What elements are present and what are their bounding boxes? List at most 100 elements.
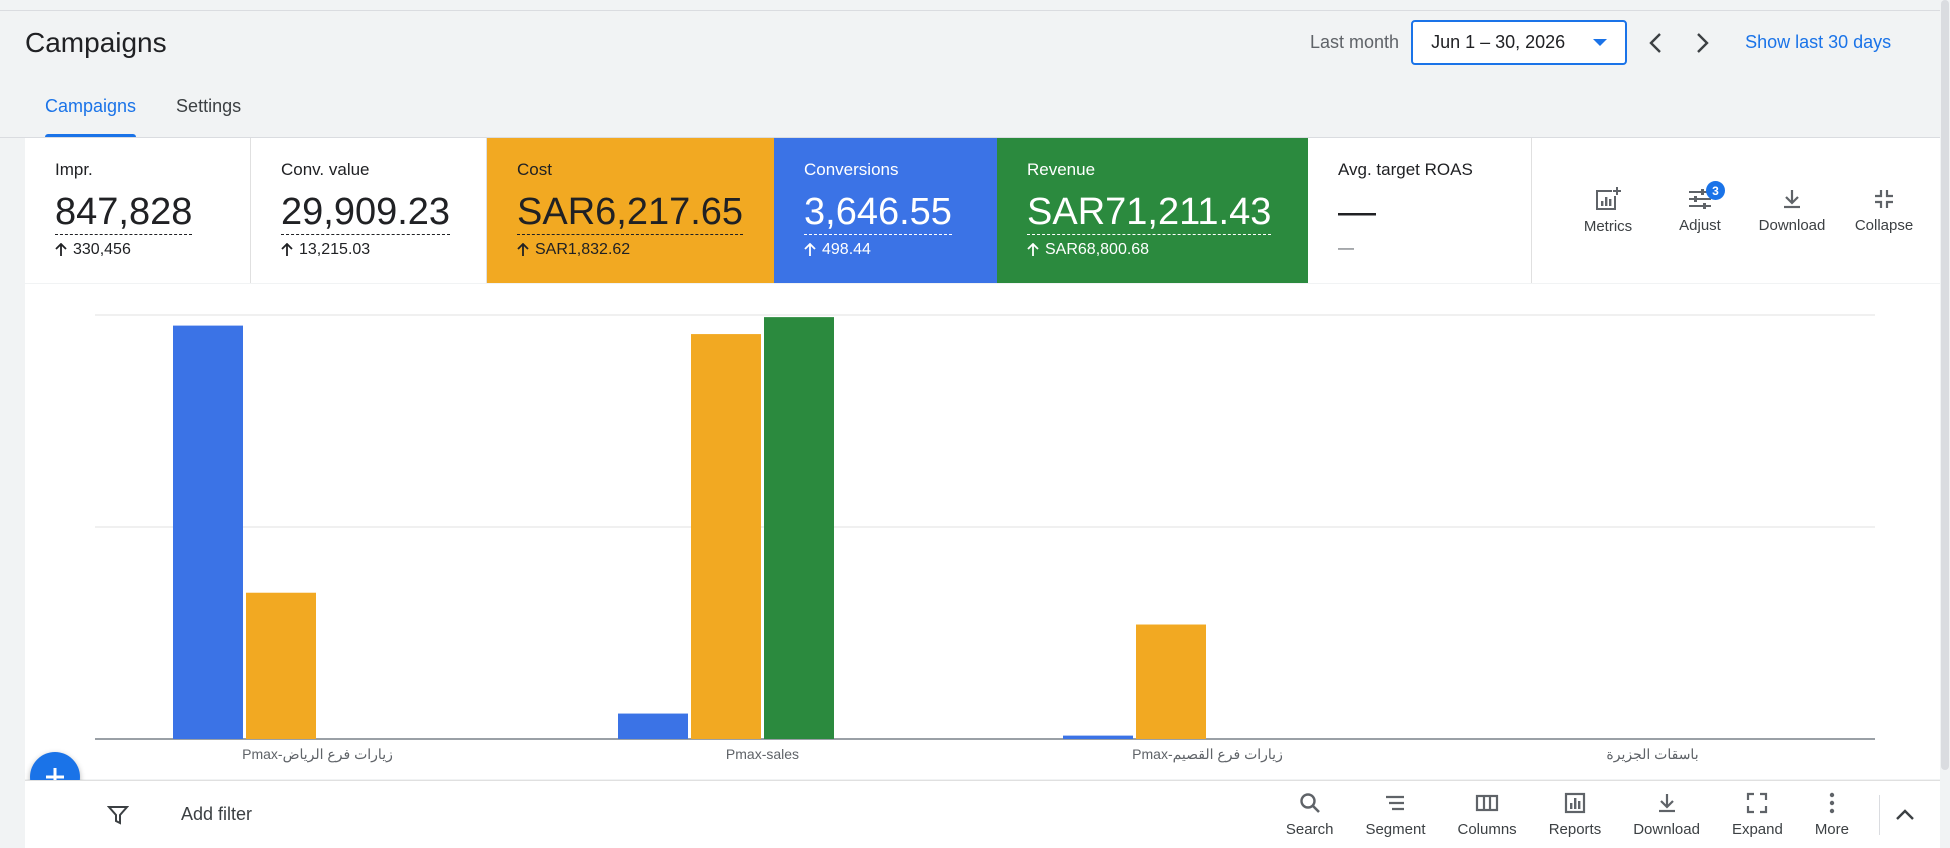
search-icon	[1299, 793, 1320, 813]
date-range-label: Last month	[1310, 32, 1400, 52]
adjust-label: Adjust	[1679, 217, 1721, 234]
bar-chart: Pmax-زيارات فرع الرياض Pmax-sales Pmax-زيا…	[25, 284, 1940, 779]
segment-button[interactable]: Segment	[1349, 791, 1441, 838]
tune-icon	[1689, 189, 1711, 209]
download-label: Download	[1758, 217, 1826, 234]
scorecard-revenue[interactable]: Revenue SAR71,211.43 SAR68,800.68	[997, 138, 1308, 283]
scorecard-label: Revenue	[1027, 160, 1096, 179]
scorecard-value: 29,909.23	[281, 191, 451, 235]
adjust-button[interactable]: 3 Adjust	[1654, 181, 1746, 234]
vertical-scrollbar[interactable]	[1940, 0, 1950, 848]
segment-icon	[1386, 795, 1405, 811]
table-toolbar: Add filter Search Segment Columns Report…	[25, 780, 1940, 848]
scorecard-tools: Metrics 3 Adjust Download Collapse	[1562, 138, 1940, 283]
arrow-up-icon	[281, 243, 293, 256]
segment-label: Segment	[1365, 821, 1426, 838]
chart-bar	[618, 713, 688, 739]
scorecard-avg-target-roas[interactable]: Avg. target ROAS — —	[1308, 138, 1532, 283]
x-tick-label: Pmax-زيارات فرع القصيم	[1132, 746, 1283, 763]
reports-label: Reports	[1548, 821, 1602, 838]
scorecard-delta-value: SAR1,832.62	[535, 241, 631, 258]
chart-bar	[1063, 735, 1133, 739]
x-tick-label: Pmax-زيارات فرع الرياض	[242, 746, 393, 763]
x-tick-label: باسقات الجزيرة	[1606, 746, 1698, 763]
scrollbar-thumb[interactable]	[1941, 0, 1949, 770]
scorecard-value: SAR71,211.43	[1027, 191, 1272, 235]
columns-button[interactable]: Columns	[1442, 791, 1533, 838]
scorecard-label: Avg. target ROAS	[1338, 160, 1473, 179]
adjust-badge: 3	[1706, 181, 1725, 200]
tab-settings[interactable]: Settings	[176, 96, 242, 116]
scorecard-label: Cost	[517, 160, 552, 179]
table-tools: Search Segment Columns Reports Download …	[1270, 791, 1940, 838]
toolbar-divider	[1879, 794, 1880, 835]
chevron-up-icon[interactable]	[1894, 808, 1916, 822]
tab-campaigns[interactable]: Campaigns	[25, 85, 156, 137]
arrow-up-icon	[55, 243, 67, 256]
download-icon	[1784, 190, 1800, 209]
x-tick-label: Pmax-sales	[726, 746, 799, 762]
top-divider	[0, 10, 1940, 11]
search-label: Search	[1285, 821, 1334, 838]
collapse-button[interactable]: Collapse	[1838, 187, 1930, 234]
metrics-button[interactable]: Metrics	[1562, 186, 1654, 235]
metrics-label: Metrics	[1583, 218, 1633, 235]
more-label: More	[1814, 821, 1849, 838]
chart-bar	[764, 317, 834, 739]
scorecard-row: Impr. 847,828 330,456 Conv. value 29,909…	[25, 138, 1940, 283]
scorecard-label: Conversions	[804, 160, 899, 179]
date-range-select[interactable]: Jun 1 – 30, 2026	[1411, 20, 1628, 65]
arrow-up-icon	[804, 243, 816, 256]
expand-button[interactable]: Expand	[1716, 791, 1799, 838]
scorecard-value: 847,828	[55, 191, 193, 235]
scorecard-delta: SAR1,832.62	[517, 241, 744, 259]
show-last-30-days-link[interactable]: Show last 30 days	[1745, 32, 1892, 52]
chart-bar	[1136, 624, 1206, 739]
reports-button[interactable]: Reports	[1533, 791, 1618, 838]
scorecard-value: —	[1338, 191, 1376, 233]
collapse-label: Collapse	[1854, 217, 1914, 234]
tab-bar: Campaigns Settings	[25, 85, 261, 137]
scorecard-delta-value: 330,456	[73, 241, 131, 258]
date-range-controls: Last month Jun 1 – 30, 2026 Show last 30…	[1310, 20, 1891, 65]
arrow-up-icon	[1027, 243, 1039, 256]
scorecard-impressions[interactable]: Impr. 847,828 330,456	[25, 138, 251, 283]
add-chart-icon	[1596, 186, 1622, 210]
more-button[interactable]: More	[1799, 791, 1865, 838]
columns-label: Columns	[1457, 821, 1517, 838]
scorecard-delta: 13,215.03	[281, 241, 456, 259]
scorecard-delta: —	[1338, 240, 1501, 258]
more-vert-icon	[1829, 792, 1835, 814]
chart-bar	[691, 334, 761, 739]
date-range-value: Jun 1 – 30, 2026	[1431, 32, 1566, 52]
scorecard-label: Conv. value	[281, 160, 370, 179]
download-table-button[interactable]: Download	[1617, 791, 1716, 838]
scorecard-value: SAR6,217.65	[517, 191, 744, 235]
scorecard-delta: 498.44	[804, 241, 967, 259]
next-period-button[interactable]	[1683, 23, 1723, 63]
scorecard-delta-value: 13,215.03	[299, 241, 371, 258]
page-title: Campaigns	[25, 27, 167, 58]
tabs-divider	[0, 137, 1940, 138]
chevron-left-icon	[1649, 32, 1661, 53]
download-chart-button[interactable]: Download	[1746, 187, 1838, 234]
reports-icon	[1564, 792, 1586, 814]
filter-icon[interactable]	[107, 804, 129, 826]
scorecard-cost[interactable]: Cost SAR6,217.65 SAR1,832.62	[487, 138, 774, 283]
expand-label: Expand	[1731, 821, 1783, 838]
search-button[interactable]: Search	[1270, 791, 1350, 838]
add-filter-button[interactable]: Add filter	[181, 804, 253, 824]
previous-period-button[interactable]	[1635, 23, 1675, 63]
collapse-icon	[1875, 190, 1893, 208]
scorecard-conversions[interactable]: Conversions 3,646.55 498.44	[774, 138, 997, 283]
chart-svg: Pmax-زيارات فرع الرياض Pmax-sales Pmax-زيا…	[95, 314, 1875, 763]
download-icon	[1658, 794, 1675, 813]
scorecard-delta-value: 498.44	[822, 241, 871, 258]
columns-icon	[1475, 794, 1499, 812]
scorecard-conv-value[interactable]: Conv. value 29,909.23 13,215.03	[251, 138, 487, 283]
scorecard-delta-value: SAR68,800.68	[1045, 241, 1150, 258]
chart-bar	[246, 592, 316, 739]
scorecard-label: Impr.	[55, 160, 93, 179]
arrow-up-icon	[517, 243, 529, 256]
